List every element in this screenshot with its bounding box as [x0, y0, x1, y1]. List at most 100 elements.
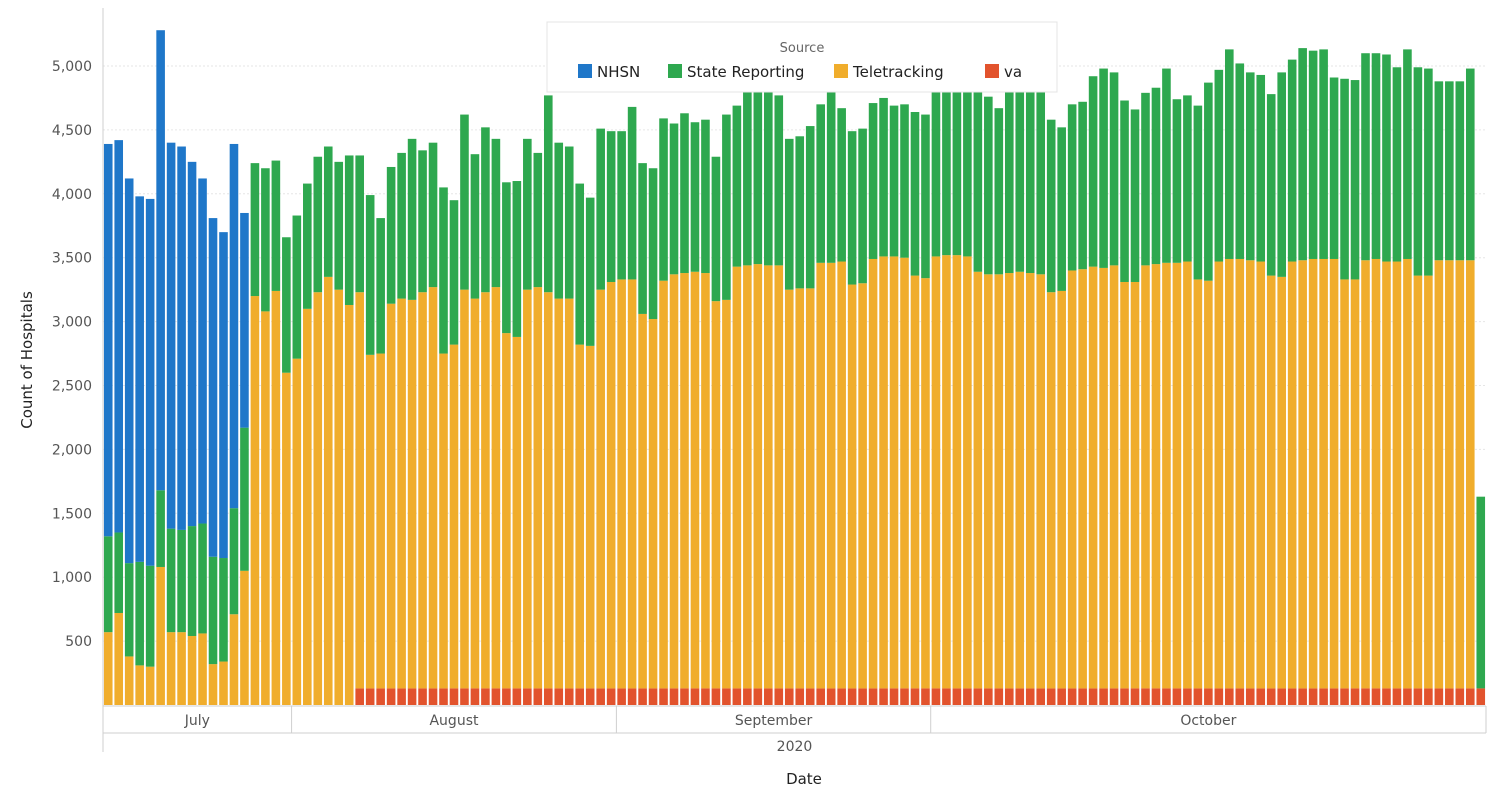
y-tick-label: 1,500 — [52, 506, 92, 522]
bar-teletracking — [261, 311, 270, 705]
bar-va — [1371, 688, 1381, 705]
bar-va — [491, 688, 501, 705]
bar-state-reporting — [1434, 81, 1444, 261]
bar-va — [1004, 688, 1014, 705]
bar-teletracking — [292, 358, 302, 705]
bar-va — [617, 688, 626, 705]
bar-teletracking — [271, 290, 281, 705]
bar-nhsn — [135, 196, 144, 562]
bar-state-reporting — [816, 104, 825, 263]
bar-state-reporting — [428, 142, 438, 288]
bar-teletracking — [627, 279, 637, 689]
bar-va — [722, 688, 731, 705]
bar-teletracking — [963, 256, 972, 689]
bar-state-reporting — [889, 105, 899, 257]
bar-teletracking — [460, 289, 469, 689]
bar-state-reporting — [606, 131, 616, 282]
bar-va — [921, 688, 930, 705]
bar-va — [1088, 688, 1098, 705]
bar-state-reporting — [470, 154, 480, 299]
bar-state-reporting — [386, 166, 396, 304]
bar-va — [428, 688, 438, 705]
legend: Source NHSN State Reporting Teletracking va — [546, 21, 1058, 93]
bar-va — [994, 688, 1004, 705]
bar-state-reporting — [900, 104, 909, 258]
bar-va — [858, 688, 867, 705]
bar-va — [606, 688, 616, 705]
bar-teletracking — [764, 265, 773, 689]
bar-teletracking — [753, 264, 763, 689]
bar-teletracking — [1046, 292, 1056, 689]
bar-va — [638, 688, 647, 705]
bar-state-reporting — [1015, 77, 1025, 272]
bar-state-reporting — [261, 168, 270, 312]
bar-teletracking — [774, 265, 784, 689]
bar-teletracking — [994, 274, 1004, 689]
bar-state-reporting — [303, 183, 312, 309]
bar-va — [1141, 688, 1150, 705]
bar-va — [795, 688, 805, 705]
bar-teletracking — [711, 301, 721, 689]
bar-nhsn — [240, 212, 249, 428]
bar-teletracking — [952, 255, 962, 689]
bar-va — [952, 688, 962, 705]
bar-teletracking — [648, 319, 658, 689]
bar-teletracking — [585, 345, 595, 689]
bar-state-reporting — [229, 508, 239, 615]
bar-teletracking — [512, 336, 522, 689]
bar-teletracking — [229, 614, 239, 705]
y-tick-label: 4,500 — [52, 123, 92, 139]
bar-va — [805, 688, 815, 705]
bar-va — [523, 688, 532, 705]
bar-teletracking — [177, 632, 186, 705]
bar-state-reporting — [879, 97, 888, 257]
bar-va — [1361, 688, 1370, 705]
bar-state-reporting — [187, 526, 197, 636]
bar-state-reporting — [177, 529, 186, 633]
bar-state-reporting — [1382, 54, 1391, 262]
bar-state-reporting — [292, 215, 302, 359]
bar-va — [764, 688, 773, 705]
bar-va — [1382, 688, 1391, 705]
bar-va — [1413, 688, 1423, 705]
bar-teletracking — [282, 372, 291, 705]
bar-state-reporting — [1151, 87, 1161, 265]
y-tick-label: 2,500 — [52, 379, 92, 395]
bar-state-reporting — [585, 197, 595, 346]
bar-teletracking — [1235, 258, 1245, 689]
bar-state-reporting — [1204, 82, 1213, 281]
bar-va — [533, 688, 543, 705]
axes: 500 1,000 1,500 2,000 2,500 3,000 3,500 4,000 4,… — [52, 8, 1487, 755]
bar-va — [512, 688, 522, 705]
bar-state-reporting — [1162, 68, 1171, 263]
bar-va — [648, 688, 658, 705]
bar-state-reporting — [145, 565, 155, 667]
bar-state-reporting — [868, 103, 878, 259]
bar-state-reporting — [1225, 49, 1234, 259]
bar-va — [585, 688, 595, 705]
bar-state-reporting — [1266, 94, 1276, 276]
bar-va — [1130, 688, 1140, 705]
bar-nhsn — [124, 178, 134, 564]
bar-teletracking — [1319, 258, 1328, 689]
bar-va — [1476, 688, 1486, 705]
bar-state-reporting — [1245, 72, 1255, 261]
bar-state-reporting — [135, 561, 144, 666]
bar-state-reporting — [805, 126, 815, 289]
bar-state-reporting — [732, 105, 742, 267]
bar-teletracking — [1361, 260, 1370, 689]
bar-teletracking — [1057, 290, 1066, 689]
bar-teletracking — [837, 261, 846, 689]
bar-state-reporting — [1403, 49, 1412, 259]
bar-teletracking — [816, 262, 825, 689]
bar-teletracking — [1151, 264, 1161, 689]
bar-teletracking — [680, 273, 689, 689]
bar-teletracking — [1298, 260, 1307, 689]
bar-va — [1036, 688, 1046, 705]
bar-teletracking — [481, 292, 490, 689]
bar-nhsn — [156, 30, 165, 491]
bars — [103, 30, 1486, 705]
bar-state-reporting — [963, 73, 972, 257]
bar-state-reporting — [1046, 119, 1056, 293]
bar-nhsn — [166, 142, 176, 529]
